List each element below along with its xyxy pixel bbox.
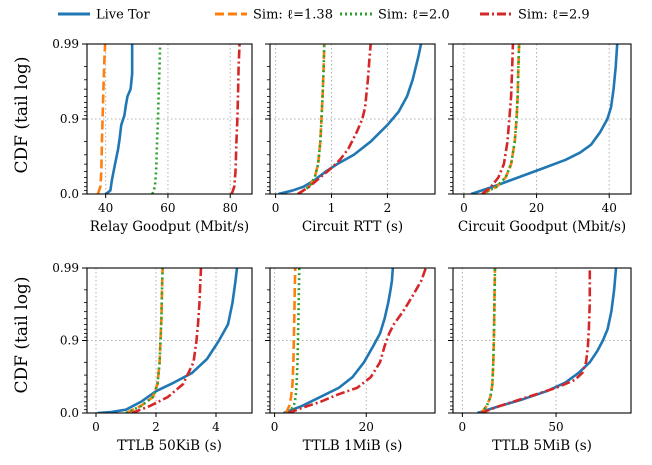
x-tick-label: 80 (223, 201, 238, 215)
y-tick-label: 0.9 (60, 112, 79, 126)
y-axis-label-top: CDF (tail log) (12, 57, 32, 174)
series-line-3 (480, 268, 497, 413)
series-line-1 (476, 268, 618, 413)
series-line-4 (287, 268, 428, 413)
series-line-4 (481, 44, 515, 194)
series-line-4 (131, 268, 203, 413)
series-line-2 (96, 44, 107, 194)
series-line-1 (278, 44, 423, 194)
panel-6: 0 50 TTLB 5MiB (s) (448, 267, 632, 454)
x-tick-label: 0 (459, 420, 467, 434)
x-axis-label: Circuit RTT (s) (302, 219, 403, 235)
series-line-4 (297, 44, 372, 194)
y-axis-label-bottom: CDF (tail log) (12, 277, 32, 394)
x-tick-label: 60 (160, 201, 175, 215)
x-tick-label: 1 (328, 201, 336, 215)
series-line-2 (480, 268, 497, 413)
x-tick-label: 4 (212, 420, 220, 434)
legend-label-1: Live Tor (96, 8, 150, 23)
legend-label-4: Sim: ℓ=2.9 (518, 8, 590, 23)
series-line-1 (104, 44, 134, 194)
series-line-1 (283, 268, 395, 413)
panel-4: 0 2 4 0.0 0.9 0.99 TTLB 50KiB (s) (52, 261, 253, 454)
x-tick-label: 0 (271, 420, 279, 434)
y-tick-label: 0.9 (60, 334, 79, 348)
x-tick-label: 0 (272, 201, 280, 215)
x-axis-label: TTLB 1MiB (s) (303, 438, 403, 454)
x-tick-label: 40 (98, 201, 113, 215)
series-line-3 (125, 268, 164, 413)
y-tick-label: 0.0 (60, 187, 79, 201)
series-line-4 (480, 268, 592, 413)
series-line-4 (230, 44, 241, 194)
x-axis-label: TTLB 50KiB (s) (117, 438, 222, 454)
series-line-1 (97, 268, 239, 413)
x-axis-label: TTLB 5MiB (s) (492, 438, 592, 454)
series-line-1 (470, 44, 619, 194)
panel-2: 0 1 2 Circuit RTT (s) (265, 43, 436, 235)
y-tick-label: 0.99 (52, 37, 79, 51)
x-axis-label: Relay Goodput (Mbit/s) (90, 219, 249, 235)
legend: Live Tor Sim: ℓ=1.38 Sim: ℓ=2.0 Sim: ℓ=2.9 (58, 8, 590, 23)
x-tick-label: 20 (529, 201, 544, 215)
x-tick-label: 0 (92, 420, 100, 434)
panel-5: 0 20 TTLB 1MiB (s) (265, 267, 436, 454)
series-line-3 (151, 44, 162, 194)
x-axis-label: Circuit Goodput (Mbit/s) (458, 219, 626, 235)
series-line-3 (297, 44, 326, 194)
x-tick-label: 20 (359, 420, 374, 434)
y-tick-label: 0.99 (52, 261, 79, 275)
x-tick-label: 2 (384, 201, 392, 215)
y-tick-label: 0.0 (60, 406, 79, 420)
x-tick-label: 40 (602, 201, 617, 215)
x-tick-label: 0 (460, 201, 468, 215)
x-tick-label: 50 (548, 420, 563, 434)
legend-label-2: Sim: ℓ=1.38 (253, 8, 333, 23)
x-tick-label: 2 (152, 420, 160, 434)
series-line-3 (287, 268, 301, 413)
panel-3: 0 20 40 Circuit Goodput (Mbit/s) (448, 43, 632, 235)
series-line-3 (481, 44, 521, 194)
legend-label-3: Sim: ℓ=2.0 (378, 8, 450, 23)
panel-1: 40 60 80 0.0 0.9 0.99 Relay Goodput (Mbit/s) (52, 37, 253, 235)
